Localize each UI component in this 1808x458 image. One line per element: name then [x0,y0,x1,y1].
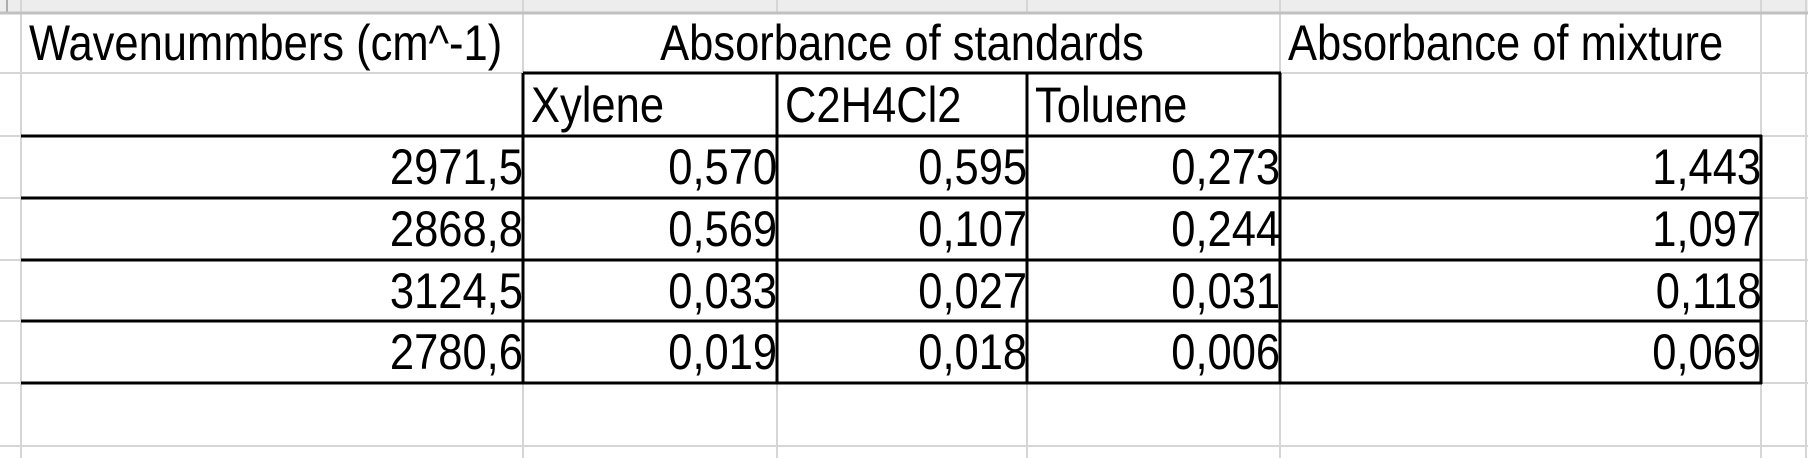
value-text: 1,443 [1652,139,1761,195]
c2h4cl2-header-label: C2H4Cl2 [785,76,962,133]
cell-xylene-value[interactable]: 0,019 [523,321,789,383]
value-text: 0,570 [668,139,777,195]
cell-wavenumber[interactable]: 2868,8 [21,198,535,260]
value-text: 2868,8 [389,201,523,257]
cell-wavenumber[interactable]: 2780,6 [21,321,535,383]
value-text: 0,069 [1652,324,1761,380]
cell-mixture-value[interactable]: 0,069 [1280,321,1773,383]
value-text: 0,019 [668,324,777,380]
value-text: 0,595 [918,139,1027,195]
cell-toluene-value[interactable]: 0,006 [1027,321,1292,383]
cell-xylene-value[interactable]: 0,569 [523,198,789,260]
value-text: 0,118 [1655,262,1761,319]
cell-c2h4cl2-header[interactable]: C2H4Cl2 [777,73,1035,136]
value-text: 0,107 [918,201,1027,257]
value-text: 0,244 [1171,201,1280,257]
cell-xylene-header[interactable]: Xylene [523,73,785,136]
cell-blank-a2[interactable] [21,73,523,136]
cell-toluene-value[interactable]: 0,244 [1027,198,1292,260]
top-row-strip [0,0,1808,12]
cell-toluene-value[interactable]: 0,273 [1027,136,1292,198]
value-text: 2971,5 [389,139,523,195]
cell-mixture-value[interactable]: 1,443 [1280,136,1773,198]
value-text: 2780,6 [389,324,523,380]
cell-c2h4cl2-value[interactable]: 0,595 [777,136,1039,198]
value-text: 0,569 [668,201,777,257]
value-text: 0,031 [1171,262,1280,319]
cell-blank-e2[interactable] [1280,73,1761,136]
cell-wavenumber[interactable]: 2971,5 [21,136,535,198]
cell-c2h4cl2-value[interactable]: 0,018 [777,321,1039,383]
cell-wavenumbers-header[interactable]: Wavenummbers (cm^-1) [21,12,531,73]
cell-xylene-value[interactable]: 0,033 [523,260,789,321]
standards-header-label: Absorbance of standards [659,14,1144,71]
cell-standards-header[interactable]: Absorbance of standards [523,12,1280,73]
cell-toluene-header[interactable]: Toluene [1027,73,1288,136]
cell-mixture-header[interactable]: Absorbance of mixture [1280,12,1769,73]
cell-c2h4cl2-value[interactable]: 0,027 [777,260,1039,321]
xylene-header-label: Xylene [531,76,665,133]
value-text: 0,018 [918,324,1027,380]
value-text: 0,033 [668,262,777,319]
value-text: 0,006 [1171,324,1280,380]
cell-mixture-value[interactable]: 1,097 [1280,198,1773,260]
cell-c2h4cl2-value[interactable]: 0,107 [777,198,1039,260]
value-text: 0,273 [1171,139,1280,195]
cell-mixture-value[interactable]: 0,118 [1280,260,1773,321]
value-text: 1,097 [1652,201,1761,257]
value-text: 0,027 [918,262,1027,319]
mixture-header-label: Absorbance of mixture [1288,14,1724,71]
cell-wavenumber[interactable]: 3124,5 [21,260,535,321]
wavenumbers-header-label: Wavenummbers (cm^-1) [29,14,503,71]
cell-toluene-value[interactable]: 0,031 [1027,260,1292,321]
toluene-header-label: Toluene [1035,76,1188,133]
value-text: 3124,5 [389,262,523,319]
cell-xylene-value[interactable]: 0,570 [523,136,789,198]
